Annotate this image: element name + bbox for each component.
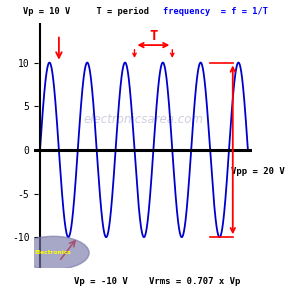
Text: electronicsarea.com: electronicsarea.com bbox=[84, 113, 204, 126]
Text: Vrms = 0.707 x Vp: Vrms = 0.707 x Vp bbox=[149, 277, 240, 286]
Text: Electronics: Electronics bbox=[35, 250, 72, 255]
Text: T: T bbox=[149, 29, 158, 43]
Text: Vp = 10 V     T = period: Vp = 10 V T = period bbox=[23, 7, 165, 16]
Circle shape bbox=[17, 236, 89, 269]
Text: frequency  = f = 1/T: frequency = f = 1/T bbox=[163, 7, 268, 16]
Text: Vp = -10 V: Vp = -10 V bbox=[74, 277, 128, 286]
Text: Vpp = 20 V: Vpp = 20 V bbox=[231, 167, 285, 176]
